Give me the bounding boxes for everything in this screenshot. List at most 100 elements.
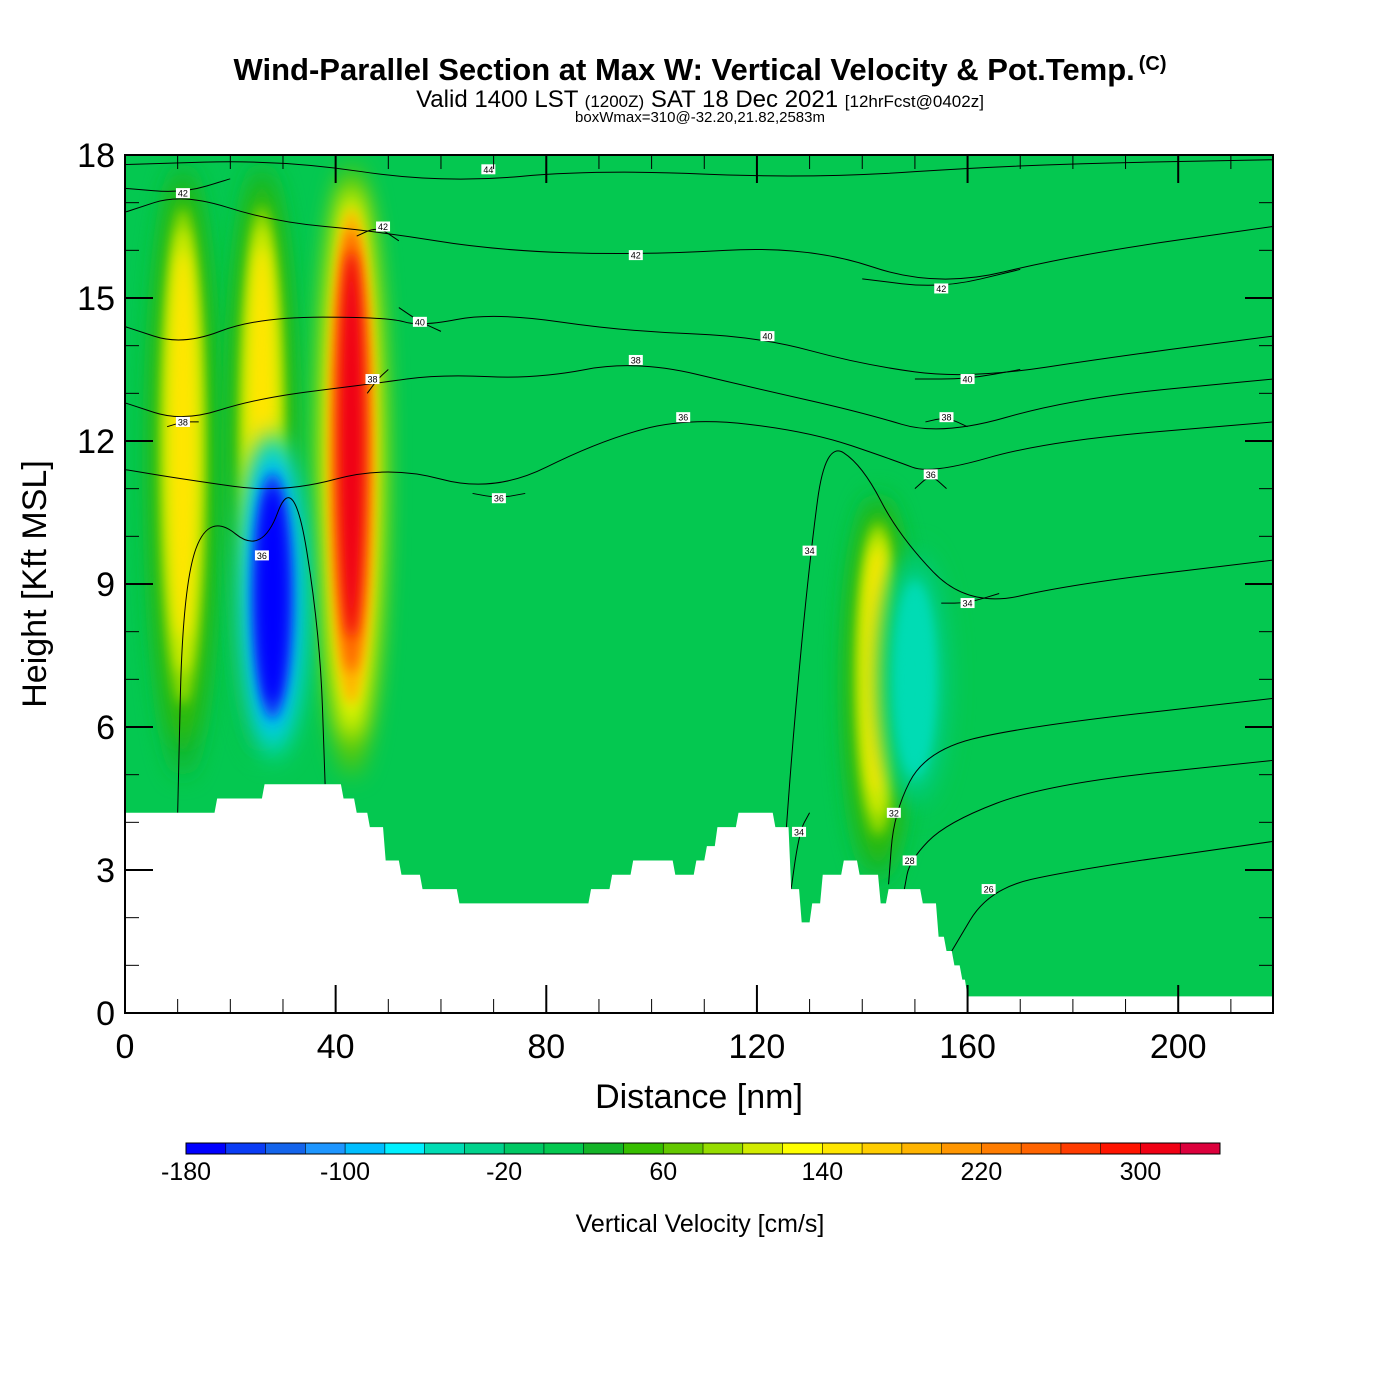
plot-area: 44 42 42 42 42 40 40 40 38 38 38 38 36 36 36 36 34 34 34 32… [125, 155, 1273, 1013]
x-tick-label: 160 [939, 1028, 996, 1066]
colorbar-swatch [742, 1143, 784, 1154]
downdraft-cell [880, 548, 950, 811]
colorbar-tick-label: -20 [486, 1158, 522, 1186]
x-tick-label: 40 [317, 1028, 355, 1066]
colorbar-swatch [623, 1143, 664, 1154]
isentrope-label: 38 [367, 375, 377, 385]
isentrope-label-box [254, 550, 269, 561]
isentrope-label: 38 [631, 355, 641, 365]
isentrope-label-box [491, 493, 506, 504]
isentrope-label-box [628, 250, 643, 261]
box-info: boxWmax=310@-32.20,21.82,2583m [575, 109, 825, 126]
isentrope-label: 38 [941, 413, 951, 423]
valid-date: SAT 18 Dec 2021 [650, 86, 839, 113]
downdraft-cell-level [900, 593, 930, 766]
colorbar-swatch [543, 1143, 585, 1154]
x-tick-label: 120 [729, 1028, 786, 1066]
isentrope-label-box [481, 164, 496, 175]
isentrope-label: 40 [762, 332, 772, 342]
isentrope-label: 36 [494, 494, 504, 504]
isentrope-line [125, 159, 1273, 180]
colorbar-swatch [225, 1143, 267, 1154]
updraft-cell-level [170, 251, 196, 638]
colorbar-tick-label: -100 [320, 1158, 370, 1186]
isentrope-label-box [628, 354, 643, 365]
forecast-info: [12hrFcst@0402z] [844, 92, 984, 111]
isentrope-label: 36 [926, 470, 936, 480]
colorbar-label: Vertical Velocity [cm/s] [576, 1210, 825, 1238]
isentrope-label: 36 [257, 551, 267, 561]
valid-time: Valid 1400 LST (1200Z) SAT 18 Dec 2021 [… [416, 86, 984, 113]
isentrope-label: 34 [794, 827, 804, 837]
colorbar-swatch [583, 1143, 624, 1154]
colorbar-swatch [1060, 1143, 1102, 1154]
isentrope-line [177, 497, 326, 813]
isentrope-label: 34 [963, 599, 973, 609]
colorbar-swatch [703, 1143, 744, 1154]
colorbar-swatch [822, 1143, 863, 1154]
colorbar-swatch [941, 1143, 982, 1154]
colorbar-swatch [186, 1143, 227, 1154]
colorbar-tick-label: 220 [961, 1158, 1003, 1186]
colorbar-swatch [1140, 1143, 1181, 1154]
isentrope-line [782, 450, 1273, 871]
colorbar-tick-label: -180 [161, 1158, 211, 1186]
isentrope-label-box [902, 855, 917, 866]
isentrope-label: 38 [178, 417, 188, 427]
colorbar-swatch [1180, 1143, 1221, 1154]
isentrope-label: 36 [678, 413, 688, 423]
isentrope-label: 40 [415, 317, 425, 327]
isentrope-label: 42 [178, 189, 188, 199]
isentrope-label-box [960, 374, 975, 385]
colorbar-swatch [464, 1143, 505, 1154]
isentrope-label: 32 [889, 808, 899, 818]
colorbar-swatch [663, 1143, 704, 1154]
isentrope-label-box [412, 316, 427, 327]
isentrope-line [903, 759, 1273, 890]
terrain-mask [125, 784, 1273, 1013]
isentrope-label-box [939, 412, 954, 423]
isentrope-label: 44 [483, 165, 493, 175]
updraft-cell [318, 163, 385, 776]
y-tick-label: 15 [77, 280, 115, 318]
colorbar-swatch [1021, 1143, 1062, 1154]
x-tick-label: 200 [1150, 1028, 1207, 1066]
isentrope-label: 42 [378, 222, 388, 232]
isentrope-label-box [923, 469, 938, 480]
colorbar-swatch [345, 1143, 386, 1154]
colorbar-swatch [901, 1143, 943, 1154]
isentrope-label: 42 [631, 251, 641, 261]
isentrope-label-box [676, 412, 691, 423]
isentrope-label-box [376, 221, 391, 232]
colorbar-tick-label: 140 [801, 1158, 843, 1186]
isentrope-label-box [886, 807, 901, 818]
isentrope-label: 28 [905, 856, 915, 866]
y-tick-label: 12 [77, 423, 115, 461]
colorbar-swatch [504, 1143, 545, 1154]
isentrope-line [951, 840, 1273, 952]
updraft-cell-level [338, 251, 365, 638]
valid-zulu: (1200Z) [584, 92, 645, 111]
isentrope-line [888, 697, 1273, 885]
isentrope-line [125, 315, 1273, 376]
y-tick-label: 6 [96, 709, 115, 747]
downdraft-cell [238, 432, 307, 760]
isentrope-label-box [365, 374, 380, 385]
copyright-mark: (C) [1138, 53, 1167, 75]
colorbar-swatch [384, 1143, 426, 1154]
isentrope-line [125, 421, 1273, 490]
x-axis-label: Distance [nm] [595, 1078, 803, 1116]
y-tick-label: 18 [77, 137, 115, 175]
downdraft-cell-level [257, 488, 288, 704]
colorbar-swatch [265, 1143, 306, 1154]
colorbar-swatch [862, 1143, 903, 1154]
y-tick-label: 3 [96, 852, 115, 890]
isentrope-label-box [175, 416, 190, 427]
isentrope-labels: 44 42 42 42 42 40 40 40 38 38 38 38 36 36 36 36 34 34 34 32… [175, 164, 996, 895]
colorbar-tick-label: 300 [1120, 1158, 1162, 1186]
colorbar-swatch [424, 1143, 465, 1154]
isentrope-label: 26 [984, 885, 994, 895]
isentrope-label-box [934, 283, 949, 294]
colorbar-tick-label: 60 [649, 1158, 677, 1186]
